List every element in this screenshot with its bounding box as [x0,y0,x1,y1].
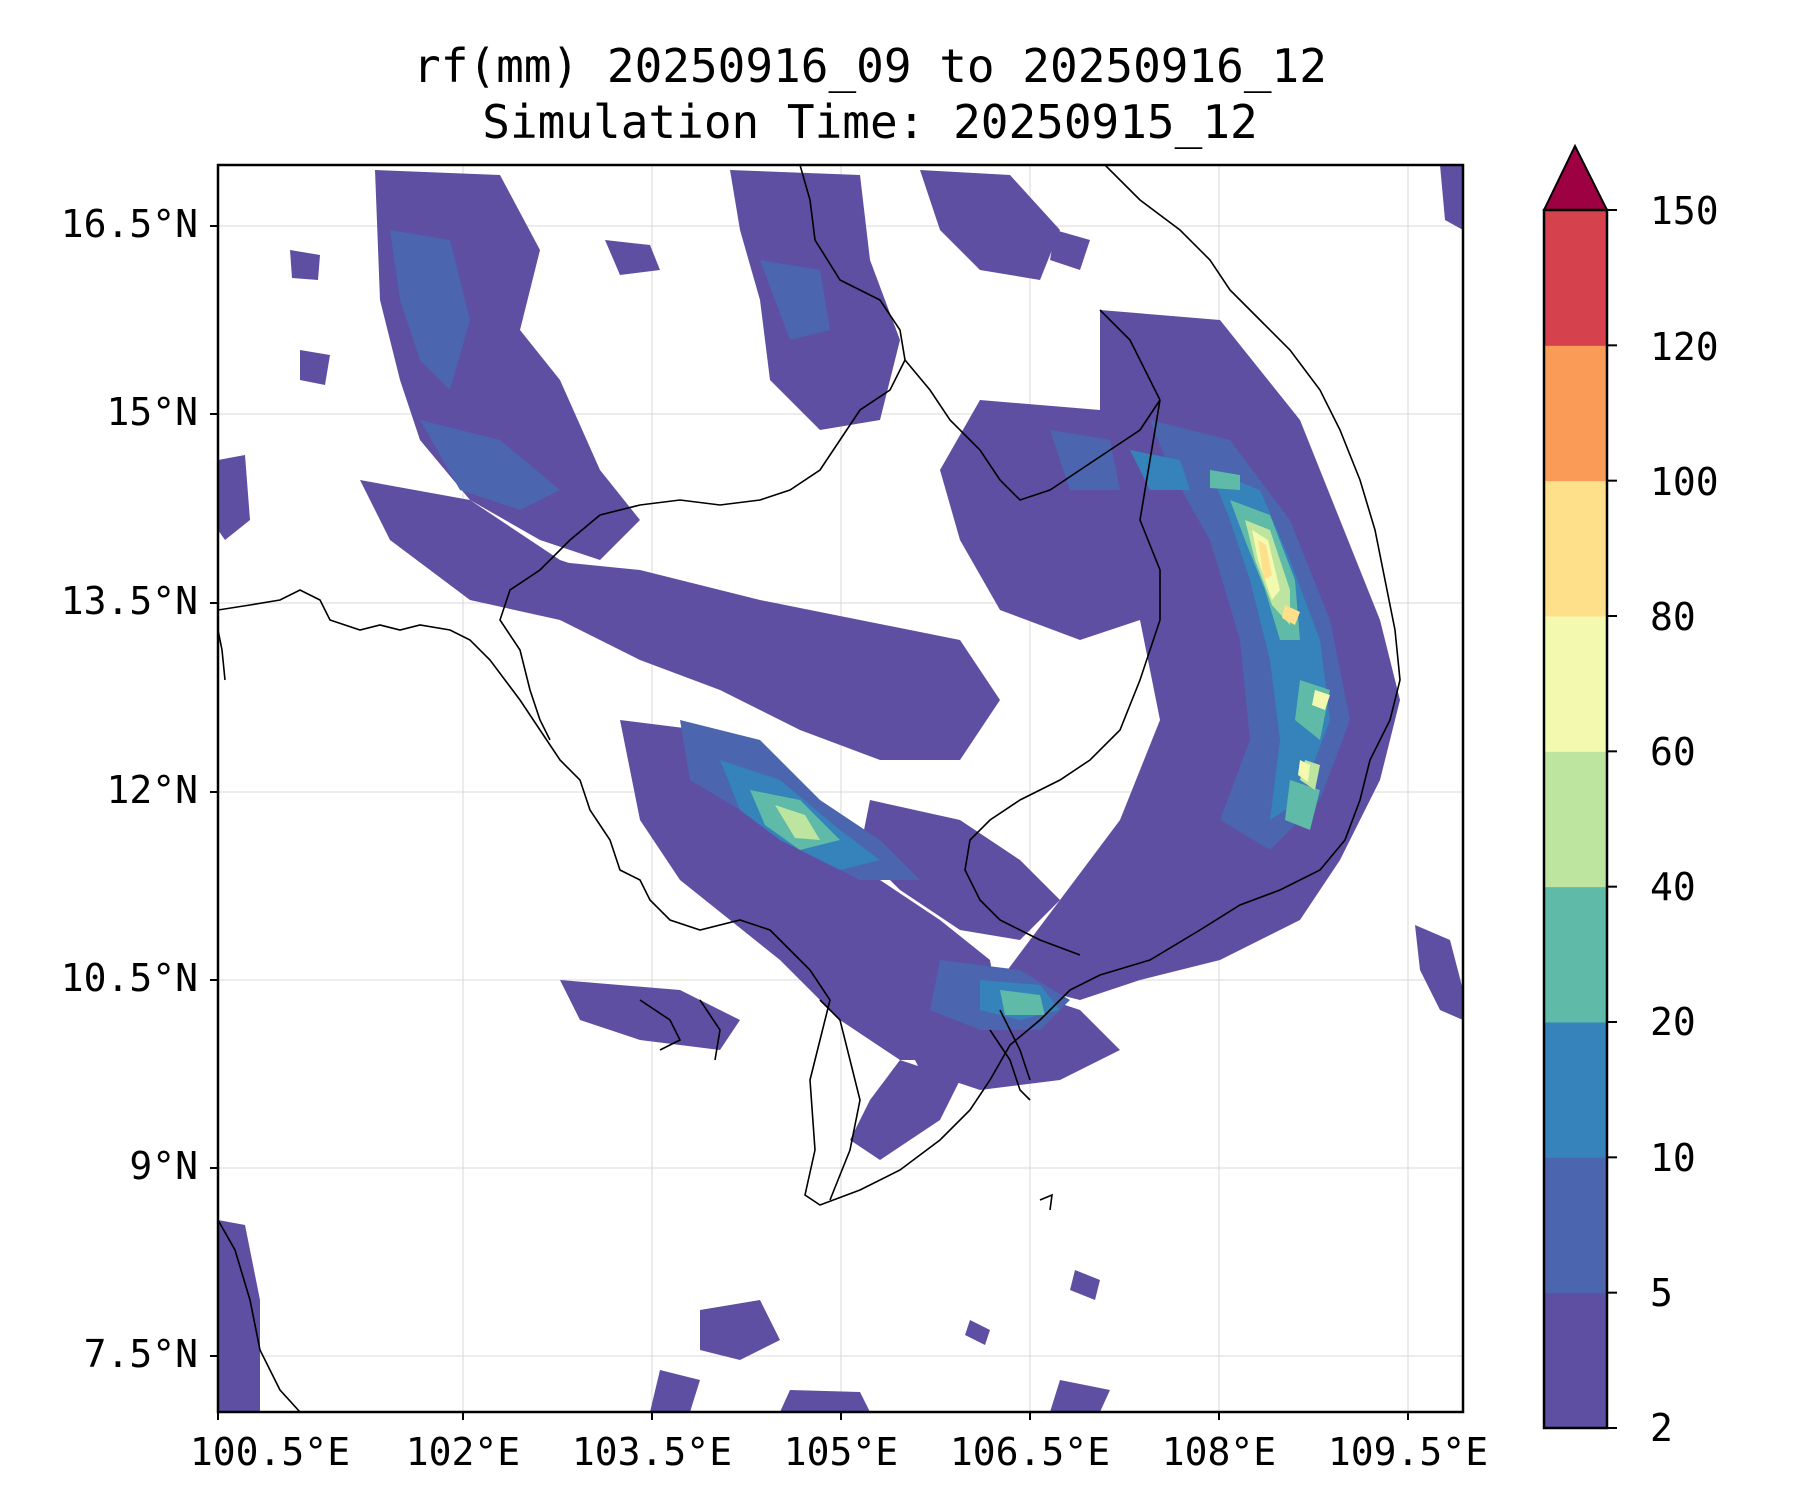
lon-label: 100.5°E [189,1430,351,1474]
colorbar-segment [1544,751,1607,888]
lon-label: 102°E [405,1430,521,1474]
map-subtitle: Simulation Time: 20250915_12 [482,95,1258,149]
colorbar-frame [1542,208,1609,1430]
map-area [218,165,1463,1412]
colorbar-label: 150 [1650,189,1719,233]
colorbar-extend-arrow [1542,143,1609,211]
lon-label: 103.5°E [571,1430,733,1474]
colorbar-segments [1544,210,1607,1429]
colorbar-segment [1544,616,1607,752]
colorbar-label: 5 [1650,1271,1673,1315]
map-title: rf(mm) 20250916_09 to 20250916_12 [413,39,1327,93]
colorbar-segment [1544,1022,1607,1158]
colorbar-segment [1544,1157,1607,1294]
lat-label: 10.5°N [60,956,198,1000]
colorbar-label: 20 [1650,1000,1696,1044]
colorbar-label: 10 [1650,1136,1696,1180]
colorbar-segment [1544,210,1607,346]
colorbar-label: 80 [1650,595,1696,639]
colorbar-segment [1544,345,1607,482]
colorbar-segment [1544,1292,1607,1429]
rainfall-80-100mm [1258,540,1300,625]
colorbar-label: 120 [1650,325,1719,369]
lat-label: 15°N [106,390,198,434]
lat-label: 12°N [106,768,198,812]
lat-label: 9°N [129,1144,198,1188]
axis-ticks [210,225,1409,1420]
colorbar [1542,143,1617,1430]
colorbar-label: 40 [1650,865,1696,909]
colorbar-segment [1544,886,1607,1023]
coastlines-borders [218,165,1401,1412]
lon-label: 106.5°E [949,1430,1111,1474]
colorbar-label: 100 [1650,460,1719,504]
lat-label: 16.5°N [60,202,198,246]
colorbar-label: 2 [1650,1406,1673,1450]
lon-label: 109.5°E [1327,1430,1489,1474]
lon-label: 105°E [783,1430,899,1474]
lat-label: 13.5°N [60,579,198,623]
colorbar-segment [1544,480,1607,617]
lat-label: 7.5°N [83,1332,198,1376]
lon-label: 108°E [1161,1430,1277,1474]
colorbar-label: 60 [1650,730,1696,774]
